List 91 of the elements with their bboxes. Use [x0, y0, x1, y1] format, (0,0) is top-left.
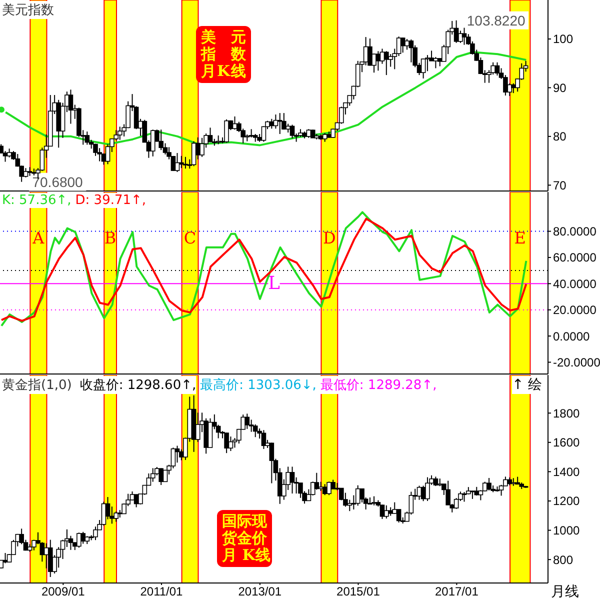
candlestick [380, 504, 385, 520]
y-tick-label: 80 [553, 130, 567, 144]
band-label: C [184, 228, 196, 248]
y-tick-label: 20.0000 [553, 303, 597, 318]
x-tick-label: 2015/01 [336, 584, 380, 599]
candlestick [384, 504, 389, 520]
candlestick [372, 496, 376, 506]
candlestick [396, 508, 402, 524]
candlestick [158, 468, 164, 486]
candlestick [174, 152, 180, 172]
candlestick [224, 118, 229, 144]
candlestick [174, 445, 180, 464]
annotation: 最低价: 1289.28↑, [320, 376, 437, 394]
y-tick-label: 60.0000 [553, 250, 597, 265]
y-tick-label: 1000 [553, 524, 580, 538]
candlestick [343, 492, 348, 508]
annotation: ↑ 绘 [512, 376, 542, 394]
candlestick [318, 481, 324, 492]
candlestick [252, 424, 258, 438]
annotation: 最高价: 1303.06↓, [200, 376, 316, 394]
annotation: 国际现货金价月 K线 [222, 512, 270, 564]
candlestick [486, 477, 492, 491]
candlestick [384, 50, 389, 76]
y-tick-label: 90 [553, 80, 567, 95]
candlestick [408, 38, 414, 63]
candlestick [244, 413, 250, 430]
annotation: 70.6800 [32, 174, 84, 190]
candlestick [433, 56, 438, 69]
band-label: B [104, 228, 116, 248]
candlestick [208, 127, 213, 142]
y-tick-label: 1400 [553, 464, 580, 479]
candlestick [76, 532, 82, 548]
candlestick [224, 432, 229, 454]
candlestick [282, 112, 286, 130]
candlestick [158, 129, 164, 151]
y-tick-label: -20.0000 [553, 355, 600, 370]
chart-title: 黄金指(1,0) [2, 376, 72, 394]
y-tick-label: 80.0000 [553, 224, 597, 239]
y-tick-label: 70 [553, 178, 567, 192]
candlestick [162, 469, 168, 482]
y-tick-label: 100 [553, 32, 574, 46]
candlestick [458, 30, 463, 44]
candlestick [48, 539, 53, 578]
x-tick-label: 2011/01 [140, 584, 184, 599]
candlestick [84, 131, 90, 146]
band-label: D [323, 228, 336, 248]
annotation: D: 39.71↑, [75, 193, 146, 208]
y-tick-label: 40.0000 [553, 276, 597, 291]
x-tick-label: 2009/01 [41, 584, 86, 599]
y-tick-label: 1800 [553, 406, 580, 420]
y-tick-label: 800 [553, 552, 574, 567]
candlestick [433, 476, 438, 487]
x-tick-label: 2013/01 [238, 584, 282, 599]
y-tick-label: 0.0000 [553, 329, 590, 344]
candlestick [290, 466, 295, 494]
candlestick [97, 148, 102, 162]
candlestick [269, 442, 274, 484]
y-tick-label: 1600 [553, 436, 580, 450]
band-label: A [32, 228, 45, 248]
candlestick [68, 89, 74, 124]
candlestick [404, 38, 410, 50]
annotation: 收盘价: 1298.60↑, [80, 376, 196, 394]
x-tick-label: 2017/01 [434, 584, 479, 599]
candlestick [425, 476, 430, 502]
candlestick [195, 412, 200, 442]
candlestick [150, 468, 156, 482]
candlestick [420, 58, 426, 79]
candlestick [494, 62, 500, 76]
annotation: 美元指数月K线 [201, 28, 246, 80]
candlestick [368, 38, 372, 66]
y-tick-label: 1200 [553, 494, 580, 508]
candlestick [462, 492, 467, 502]
band-label: E [514, 228, 526, 248]
annotation: K: 57.36↑, [2, 193, 72, 208]
candlestick [80, 531, 86, 544]
candlestick [93, 526, 98, 541]
candlestick [200, 137, 204, 158]
chart-title: 美元指数 [2, 1, 54, 19]
candlestick [425, 54, 430, 72]
candlestick [326, 481, 332, 496]
text: 月线 [551, 583, 579, 600]
candlestick [462, 27, 467, 46]
candlestick [150, 129, 156, 157]
candlestick [290, 124, 295, 139]
annotation: 103.8220 [466, 12, 526, 28]
candlestick [179, 155, 184, 169]
candlestick [117, 126, 122, 140]
candlestick [228, 436, 234, 452]
candlestick [347, 499, 352, 512]
ref-line-label: L [268, 273, 280, 294]
candlestick [183, 156, 188, 170]
